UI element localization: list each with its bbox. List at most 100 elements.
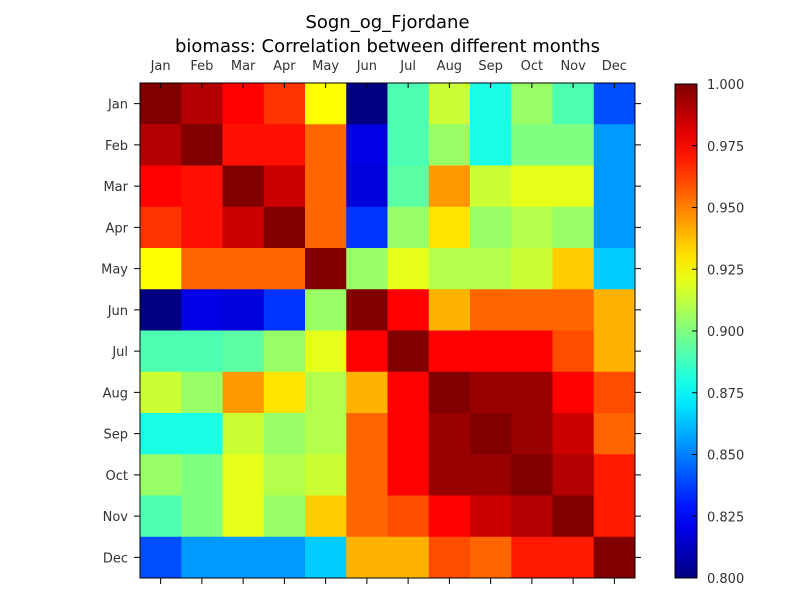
colorbar-tick-label: 0.850 xyxy=(707,449,744,464)
x-tick-label: May xyxy=(312,59,339,74)
heatmap-cell-aug-dec xyxy=(593,371,636,414)
y-tick-label: Sep xyxy=(103,428,128,443)
heatmap-cell-mar-aug xyxy=(428,165,471,208)
heatmap-cell-may-dec xyxy=(593,248,636,290)
heatmap-cell-nov-jun xyxy=(346,495,388,538)
heatmap-cell-dec-dec xyxy=(593,536,636,579)
heatmap-cell-mar-jun xyxy=(346,165,388,208)
x-tick-label: Oct xyxy=(521,59,543,74)
heatmap-cell-aug-apr xyxy=(263,371,306,414)
heatmap-cell-oct-sep xyxy=(470,454,512,496)
chart-title-line1: Sogn_og_Fjordane xyxy=(305,12,470,33)
heatmap-cell-oct-feb xyxy=(181,454,223,496)
heatmap-cell-aug-jan xyxy=(140,371,182,414)
heatmap-cell-mar-jan xyxy=(140,165,182,208)
heatmap-cell-jun-oct xyxy=(511,289,553,331)
heatmap-cell-feb-jun xyxy=(346,124,388,166)
heatmap-cell-nov-dec xyxy=(593,495,636,538)
heatmap-cell-mar-nov xyxy=(552,165,595,208)
y-tick-label: Feb xyxy=(105,139,128,154)
heatmap-cell-oct-jan xyxy=(140,454,182,496)
heatmap-cell-dec-mar xyxy=(222,536,265,579)
heatmap-cell-nov-mar xyxy=(222,495,265,538)
heatmap-cell-aug-feb xyxy=(181,371,223,414)
heatmap-cell-jan-dec xyxy=(593,83,636,125)
heatmap-cell-feb-apr xyxy=(263,124,306,166)
y-tick-label: Aug xyxy=(103,386,128,401)
x-tick-label: Aug xyxy=(437,59,462,74)
heatmap-cell-jun-aug xyxy=(428,289,471,331)
y-tick-label: Apr xyxy=(106,221,129,236)
heatmap-cell-jan-jul xyxy=(387,83,430,125)
heatmap-cell-jul-feb xyxy=(181,330,223,373)
heatmap-cell-nov-jan xyxy=(140,495,182,538)
heatmap-cell-dec-aug xyxy=(428,536,471,579)
heatmap-cell-jul-sep xyxy=(470,330,512,373)
heatmap-cell-nov-jul xyxy=(387,495,430,538)
y-tick-label: Oct xyxy=(106,469,128,484)
heatmap-cell-mar-oct xyxy=(511,165,553,208)
y-tick-label: Dec xyxy=(103,551,128,566)
heatmap-cell-may-may xyxy=(305,248,347,290)
heatmap-cell-sep-jul xyxy=(387,413,430,455)
heatmap-cell-dec-may xyxy=(305,536,347,579)
heatmap-cell-apr-mar xyxy=(222,206,265,249)
x-tick-label: Jan xyxy=(150,59,171,74)
heatmap-cell-apr-aug xyxy=(428,206,471,249)
heatmap-cell-jun-jul xyxy=(387,289,430,331)
heatmap-cell-feb-feb xyxy=(181,124,223,166)
heatmap-cell-sep-dec xyxy=(593,413,636,455)
heatmap-cell-dec-nov xyxy=(552,536,595,579)
colorbar-tick-label: 0.925 xyxy=(707,263,744,278)
heatmap-cell-jul-jan xyxy=(140,330,182,373)
heatmap-cell-feb-dec xyxy=(593,124,636,166)
heatmap-cell-sep-may xyxy=(305,413,347,455)
heatmap-cell-jan-nov xyxy=(552,83,595,125)
heatmap-cell-sep-oct xyxy=(511,413,553,455)
heatmap-cell-may-feb xyxy=(181,248,223,290)
heatmap-cell-aug-oct xyxy=(511,371,553,414)
heatmap-cell-jan-jun xyxy=(346,83,388,125)
heatmap-cells xyxy=(140,83,636,579)
x-tick-label: Sep xyxy=(478,59,503,74)
heatmap-cell-jan-oct xyxy=(511,83,553,125)
heatmap-cell-dec-jun xyxy=(346,536,388,579)
colorbar-tick-label: 0.950 xyxy=(707,202,744,217)
heatmap-cell-may-oct xyxy=(511,248,553,290)
heatmap-cell-oct-aug xyxy=(428,454,471,496)
heatmap-cell-jul-apr xyxy=(263,330,306,373)
y-tick-label: Jun xyxy=(107,304,128,319)
heatmap-cell-jun-sep xyxy=(470,289,512,331)
heatmap-cell-sep-apr xyxy=(263,413,306,455)
heatmap-cell-jun-jan xyxy=(140,289,182,331)
heatmap-cell-jul-oct xyxy=(511,330,553,373)
heatmap-cell-apr-feb xyxy=(181,206,223,249)
heatmap-cell-sep-aug xyxy=(428,413,471,455)
heatmap-cell-apr-jul xyxy=(387,206,430,249)
heatmap-cell-aug-nov xyxy=(552,371,595,414)
heatmap-cell-jul-aug xyxy=(428,330,471,373)
heatmap-cell-jan-feb xyxy=(181,83,223,125)
heatmap-cell-mar-mar xyxy=(222,165,265,208)
heatmap-cell-mar-feb xyxy=(181,165,223,208)
heatmap-cell-apr-may xyxy=(305,206,347,249)
heatmap-cell-sep-feb xyxy=(181,413,223,455)
heatmap-cell-may-apr xyxy=(263,248,306,290)
heatmap-cell-jun-jun xyxy=(346,289,388,331)
heatmap-cell-oct-nov xyxy=(552,454,595,496)
heatmap-cell-sep-jun xyxy=(346,413,388,455)
heatmap-cell-feb-oct xyxy=(511,124,553,166)
heatmap-cell-jan-sep xyxy=(470,83,512,125)
colorbar-tick-label: 1.000 xyxy=(707,78,744,93)
heatmap-cell-mar-may xyxy=(305,165,347,208)
heatmap-cell-may-jan xyxy=(140,248,182,290)
colorbar-tick-label: 0.975 xyxy=(707,140,744,155)
axis-ticks: Jan Jan Feb Feb Mar Mar Apr Apr May May Jun Jun Jul J… xyxy=(101,59,641,584)
heatmap-cell-feb-jan xyxy=(140,124,182,166)
x-tick-label: Jul xyxy=(399,59,416,74)
y-tick-label: Mar xyxy=(103,180,128,195)
heatmap-cell-jan-may xyxy=(305,83,347,125)
heatmap-cell-dec-jul xyxy=(387,536,430,579)
heatmap-cell-aug-jul xyxy=(387,371,430,414)
